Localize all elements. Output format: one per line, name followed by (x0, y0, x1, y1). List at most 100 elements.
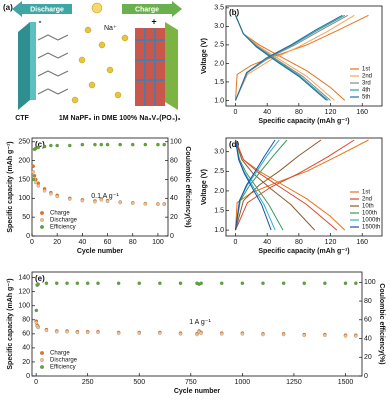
legend-label: Discharge (50, 358, 78, 364)
point (137, 331, 141, 335)
point (158, 281, 162, 285)
point (31, 177, 35, 182)
x-tick-label: 0 (234, 239, 238, 246)
point (143, 142, 148, 147)
point (137, 281, 141, 285)
point (131, 142, 135, 147)
annotation: 1 A g⁻¹ (189, 319, 211, 326)
point (85, 281, 90, 285)
y-axis-label: Voltage (V) (201, 38, 208, 74)
point (65, 330, 69, 334)
y-axis-label: Specific capacity (mAh g⁻¹) (7, 141, 14, 232)
x-tick-label: 1000 (235, 379, 251, 386)
y2-tick-label: 0 (170, 233, 174, 240)
arrow-head (12, 1, 22, 17)
legend-label: 1500th (362, 225, 380, 231)
legend-label: Charge (50, 211, 70, 217)
panel-label: (d) (229, 140, 240, 149)
discharge-label: Discharge (30, 6, 64, 13)
x-tick-label: 0 (30, 239, 34, 246)
y-tick-label: 100 (18, 195, 30, 202)
x-tick-label: 1500 (338, 379, 354, 386)
point (158, 331, 162, 335)
x-tick-label: 120 (325, 109, 337, 116)
point (93, 199, 97, 204)
y-tick-label: 1.5 (214, 79, 224, 86)
point (42, 144, 47, 149)
ion-label: Na⁺ (104, 25, 117, 32)
x-axis-label: Specific capacity (mAh g⁻¹) (258, 248, 349, 255)
point (34, 308, 39, 313)
point (42, 189, 47, 193)
x-tick-label: 100 (152, 239, 164, 246)
y-tick-label: 0 (26, 233, 30, 240)
point (96, 281, 100, 285)
y-tick-label: 2.0 (214, 188, 224, 195)
point (281, 332, 286, 337)
legend-swatch (40, 218, 44, 222)
ctf-layers (37, 34, 69, 95)
point (80, 142, 85, 147)
point (323, 281, 327, 285)
panel-label: (a) (3, 3, 13, 12)
point (93, 142, 97, 147)
point (85, 330, 90, 335)
point (162, 202, 166, 207)
legend-label: 4th (362, 88, 370, 94)
y-tick-label: 200 (18, 157, 30, 164)
plot-frame (31, 137, 169, 237)
x-tick-label: 80 (295, 109, 303, 116)
legend-swatch (40, 211, 44, 215)
curve (235, 14, 343, 101)
electrolyte-label: 1M NaPF₆ in DME 100% (59, 115, 138, 122)
point (156, 142, 160, 147)
point (178, 332, 183, 336)
point (116, 281, 121, 285)
x-tick-label: 0 (234, 109, 238, 116)
point (36, 145, 40, 150)
point (195, 332, 199, 337)
legend-label: 1st (362, 190, 370, 196)
y2-tick-label: 0 (364, 373, 368, 380)
point (281, 281, 286, 285)
point (323, 333, 327, 337)
y-tick-label: 1.0 (214, 97, 224, 104)
point (96, 330, 100, 335)
x-tick-label: 60 (104, 239, 112, 246)
charge-arrow (122, 4, 172, 14)
x-tick-label: 80 (129, 239, 137, 246)
curve (235, 139, 280, 231)
point (343, 281, 348, 285)
legend-label: 2nd (362, 74, 372, 80)
point (75, 330, 80, 335)
y2-tick-label: 80 (170, 157, 178, 164)
point (55, 143, 59, 148)
y2-tick-label: 40 (364, 335, 372, 342)
arrow-head (172, 1, 182, 17)
x-tick-label: 160 (356, 239, 368, 246)
x-tick-label: 750 (185, 379, 197, 386)
point (261, 281, 265, 285)
point (199, 281, 203, 285)
point (220, 332, 224, 336)
point (80, 198, 85, 203)
curve (235, 139, 322, 231)
point (220, 281, 224, 285)
y-tick-label: 140 (18, 274, 30, 281)
x-tick-label: 1250 (286, 379, 302, 386)
point (131, 201, 135, 205)
curve (235, 139, 288, 231)
x-tick-label: 20 (53, 239, 61, 246)
point (49, 143, 53, 148)
legend-label: 1st (362, 67, 370, 73)
minus-sign: - (39, 16, 42, 26)
legend-label: Charge (50, 351, 70, 357)
anode-slab (18, 22, 30, 110)
x-tick-label: 40 (78, 239, 86, 246)
point (36, 184, 40, 188)
y-axis-label: Voltage (V) (201, 169, 208, 205)
y2-axis-label: Coulombic efficiency(%) (184, 146, 191, 227)
point (31, 170, 35, 174)
y-tick-label: 3.5 (214, 5, 224, 12)
sodium-ions (71, 26, 129, 104)
